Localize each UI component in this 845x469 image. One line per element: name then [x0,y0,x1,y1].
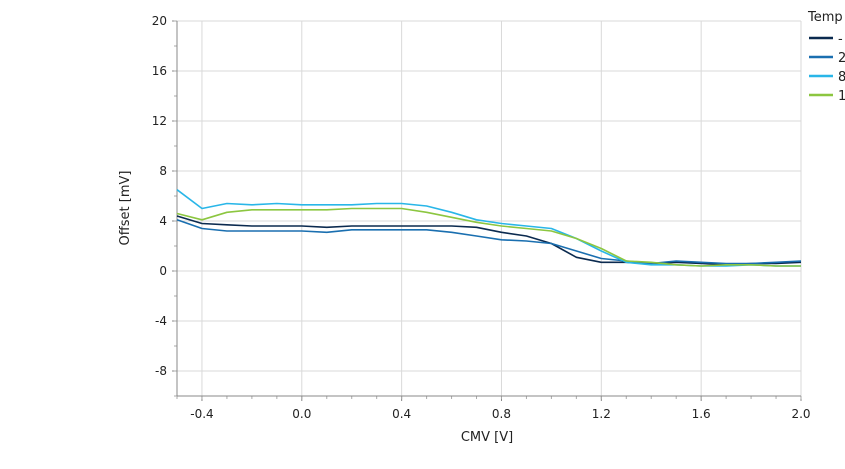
legend-label: 2 [838,51,845,66]
grid-lines [177,20,802,396]
y-tick-label: 8 [159,164,167,178]
series-line-3 [176,207,801,267]
x-tick-label: -0.4 [190,407,213,421]
y-tick-label: 20 [152,14,167,28]
x-tick-label: 1.2 [592,407,611,421]
y-tick-label: -8 [155,364,167,378]
y-tick-label: 4 [159,214,167,228]
y-tick-label: -4 [155,314,167,328]
x-tick-label: 0.0 [292,407,311,421]
y-tick-label: 16 [152,64,167,78]
y-axis-title: Offset [mV] [118,171,133,246]
series-line-2 [176,189,801,267]
legend-title: Temp [807,10,843,25]
x-axis-title: CMV [V] [461,430,513,445]
series-line-1 [176,219,802,265]
y-tick-label: 12 [152,114,167,128]
legend-label: 1 [838,89,845,104]
legend: Temp - 2 8 1 [807,10,845,104]
x-tick-label: 0.8 [492,407,511,421]
legend-label: - [838,32,843,47]
legend-label: 8 [838,70,845,85]
x-tick-label: 2.0 [791,407,810,421]
x-tick-label: 1.6 [692,407,711,421]
y-tick-label: 0 [159,264,167,278]
series-lines [176,189,802,267]
x-tick-label: 0.4 [392,407,411,421]
series-line-0 [176,215,802,266]
tick-labels: -0.4 0.0 0.4 0.8 1.2 1.6 2.0 -8 -4 0 4 8 12 16 20 [152,14,811,421]
axes [172,20,802,401]
